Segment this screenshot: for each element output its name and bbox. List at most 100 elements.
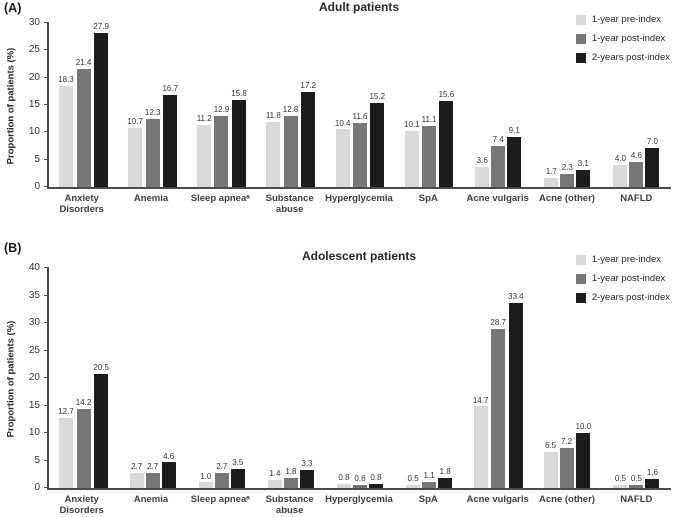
bar-value-label: 12.8 [282, 105, 299, 115]
y-axis-label: Proportion of patients (%) [5, 47, 17, 165]
bar [560, 174, 575, 187]
x-category-label-line: Anemia [133, 193, 169, 204]
bar [352, 484, 367, 488]
legend-swatch [575, 273, 586, 284]
bar-value-label: 11.1 [421, 114, 437, 124]
bar-with-label: 14.2 [75, 268, 92, 488]
bar [94, 374, 109, 488]
bar-value-label: 11.2 [196, 114, 212, 124]
y-tick-mark [44, 487, 49, 488]
y-tick-label: 20 [28, 372, 40, 383]
bar-value-label: 2.7 [131, 462, 143, 472]
bar-with-label: 3.6 [475, 23, 490, 187]
y-tick-label: 20 [28, 71, 40, 83]
x-category-label: Anxiety Disorders [47, 494, 116, 517]
bar [145, 473, 160, 488]
x-category-label: Sleep apneaᵃ [186, 494, 255, 517]
bar-with-label: 7.2 [559, 268, 574, 488]
bar [299, 469, 314, 488]
bar [368, 483, 383, 488]
bar [198, 482, 213, 488]
bar-with-label: 4.6 [629, 23, 644, 187]
y-tick-mark [44, 186, 49, 187]
bar-value-label: 7.4 [492, 135, 504, 145]
bar-with-label: 18.3 [58, 23, 74, 187]
bar-group: 14.7 28.7 33.4 [464, 268, 533, 488]
bar-value-label: 14.2 [75, 398, 92, 408]
legend-swatch [575, 33, 586, 44]
x-category-label-line: Disorders [59, 505, 104, 517]
y-tick-label: 30 [28, 17, 40, 28]
bar [267, 480, 282, 488]
bar-value-label: 7.0 [646, 137, 658, 147]
bar [491, 328, 506, 488]
bar-value-label: 10.0 [575, 421, 592, 431]
bar [645, 148, 660, 187]
legend-item: 1-year post-index [575, 33, 670, 44]
y-tick-label: 5 [34, 454, 40, 466]
bar-with-label: 1.0 [198, 268, 213, 488]
y-tick-mark [44, 158, 49, 160]
bar [163, 94, 178, 187]
bar-group: 6.5 7.2 10.0 [533, 268, 602, 488]
bar [336, 483, 351, 488]
bar-value-label: 33.4 [508, 291, 524, 301]
y-tick-label: 25 [28, 44, 40, 56]
bar-value-label: 1.6 [646, 468, 658, 478]
y-tick-label: 30 [28, 317, 40, 328]
bar-value-label: 3.5 [232, 457, 244, 467]
bar-value-label: 2.3 [561, 163, 573, 173]
legend-label: 2-years post-index [591, 52, 670, 63]
bar-value-label: 3.1 [577, 159, 589, 169]
bar-with-label: 2.7 [145, 268, 160, 488]
y-tick-mark [44, 76, 49, 78]
bar-with-label: 10.0 [575, 268, 592, 488]
bar-value-label: 12.3 [144, 108, 161, 118]
bar-value-label: 12.7 [58, 406, 74, 416]
x-category-label-line: Anemia [133, 494, 169, 505]
bar [214, 115, 229, 187]
x-category-label-line: Acne vulgaris [466, 494, 529, 505]
bar-with-label: 10.1 [404, 23, 420, 187]
legend-item: 1-year pre-index [575, 14, 670, 25]
bar [58, 417, 73, 488]
bar [283, 478, 298, 488]
legend-swatch [575, 254, 586, 265]
x-category-label-line: Hyperglycemia [325, 494, 393, 505]
bar-group: 10.1 11.1 15.6 [395, 23, 464, 187]
bar-with-label: 3.3 [299, 268, 314, 488]
bar-with-label: 4.0 [613, 23, 628, 187]
x-category-label-line: Disorders [59, 204, 104, 216]
bar [145, 118, 160, 187]
bar [283, 116, 298, 187]
bar [214, 473, 229, 488]
bar-with-label: 3.5 [230, 268, 245, 488]
bar-value-label: 1.4 [269, 469, 281, 479]
legend-item: 2-years post-index [575, 292, 670, 303]
bar-value-label: 11.6 [352, 112, 368, 122]
bar-value-label: 1.8 [285, 467, 297, 477]
y-tick-mark [44, 104, 49, 105]
bar-with-label: 1.4 [267, 268, 282, 488]
bar-with-label: 10.4 [335, 23, 351, 187]
y-tick-label: 35 [28, 289, 40, 301]
bar-value-label: 3.3 [301, 458, 313, 468]
plot-area: 0 5 10 15 20 25 30 35 40 12.7 14.2 20.5 2.7 2.7 4.6 1.0… [29, 263, 671, 493]
legend-label: 1-year post-index [591, 273, 666, 284]
bar-with-label: 15.8 [231, 23, 247, 187]
bar-group: 3.6 7.4 9.1 [464, 23, 533, 187]
bar-with-label: 12.7 [58, 268, 74, 488]
legend: 1-year pre-index 1-year post-index 2-years… [575, 14, 670, 63]
x-category-label: Acne (other) [532, 494, 601, 517]
chart-title: Adult patients [319, 0, 399, 14]
x-category-label: Sleep apneaᵃ [186, 193, 255, 216]
y-tick-mark [44, 377, 49, 378]
bar-with-label: 11.2 [197, 23, 212, 187]
x-category-label-line: Sleep apneaᵃ [190, 193, 250, 204]
bar-group: 4.0 4.6 7.0 [602, 23, 671, 187]
bar [266, 121, 281, 187]
bar-value-label: 0.6 [354, 473, 366, 483]
bar [230, 468, 245, 488]
bar-with-label: 12.8 [282, 23, 299, 187]
